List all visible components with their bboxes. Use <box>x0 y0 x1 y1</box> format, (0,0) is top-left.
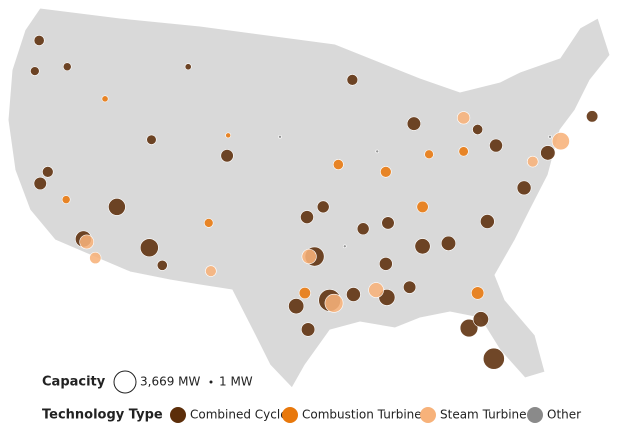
plant-bubble <box>406 116 422 131</box>
plant-bubble <box>298 286 311 300</box>
plant-bubble <box>33 35 45 46</box>
size-min-label: 1 MW <box>219 375 253 389</box>
plant-bubble <box>225 132 232 139</box>
plant-bubble <box>381 216 395 230</box>
plant-bubble <box>101 95 109 103</box>
size-max-circle <box>113 370 137 394</box>
plant-bubble <box>156 259 168 271</box>
plant-bubble <box>205 265 217 277</box>
plant-bubble <box>472 311 489 328</box>
plant-bubble <box>548 135 552 139</box>
plant-bubble <box>139 238 159 258</box>
plant-bubble <box>42 166 54 178</box>
plant-bubble <box>278 135 282 139</box>
plant-bubble <box>108 198 126 216</box>
plant-bubble <box>471 286 485 300</box>
plant-bubble <box>378 256 393 271</box>
plant-bubble <box>33 176 47 191</box>
plant-bubble <box>30 66 40 76</box>
legend-swatch <box>282 407 298 423</box>
plant-bubble <box>342 244 347 249</box>
plant-bubble <box>586 110 599 123</box>
legend-label: Other <box>547 408 581 422</box>
size-min-circle <box>209 380 213 384</box>
type-title: Technology Type <box>42 408 163 423</box>
plant-bubble <box>482 347 505 370</box>
plant-bubble <box>300 210 314 224</box>
plant-bubble <box>79 234 95 250</box>
plant-bubble <box>459 318 479 338</box>
us-outline <box>7 7 611 389</box>
plant-bubble <box>301 248 317 265</box>
legend-label: Combustion Turbine <box>302 408 422 422</box>
plant-bubble <box>356 222 370 236</box>
plant-bubble <box>220 149 234 163</box>
legend-swatch <box>527 407 543 423</box>
plant-bubble <box>324 293 344 313</box>
plant-bubble <box>332 159 344 170</box>
plant-bubble <box>300 322 316 337</box>
legend-swatch <box>170 407 186 423</box>
plant-bubble <box>203 218 214 228</box>
plant-bubble <box>89 251 102 265</box>
plant-bubble <box>472 124 484 135</box>
size-max-label: 3,669 MW <box>140 375 201 389</box>
legend-label: Combined Cycle <box>190 408 288 422</box>
legend-swatch <box>420 407 436 423</box>
legend: Capacity 3,669 MW 1 MW Technology Type C… <box>42 370 581 423</box>
plant-bubble <box>458 146 469 157</box>
plant-bubble <box>540 145 556 161</box>
plant-bubble <box>480 214 495 229</box>
plant-bubble <box>489 138 503 153</box>
plant-bubble <box>288 298 305 315</box>
plant-bubble <box>403 280 417 294</box>
plant-bubble <box>184 63 192 71</box>
legend-label: Steam Turbine <box>440 408 527 422</box>
plant-bubble <box>457 111 471 125</box>
plant-bubble <box>440 235 457 251</box>
plant-bubble <box>414 238 431 255</box>
plant-bubble <box>526 155 539 168</box>
plant-bubble <box>516 180 532 196</box>
plant-bubble <box>424 149 434 160</box>
plant-bubble <box>380 166 392 178</box>
plant-bubble <box>368 282 384 298</box>
plant-bubble <box>416 200 429 213</box>
plant-bubble <box>146 134 157 145</box>
plants <box>30 35 599 370</box>
plant-bubble <box>346 287 361 302</box>
plant-bubble <box>62 62 72 72</box>
capacity-title: Capacity <box>42 375 106 390</box>
plant-bubble <box>316 200 330 214</box>
plant-bubble <box>551 132 570 151</box>
plant-bubble <box>61 195 71 204</box>
plant-bubble <box>375 149 380 154</box>
plant-bubble <box>346 74 359 86</box>
